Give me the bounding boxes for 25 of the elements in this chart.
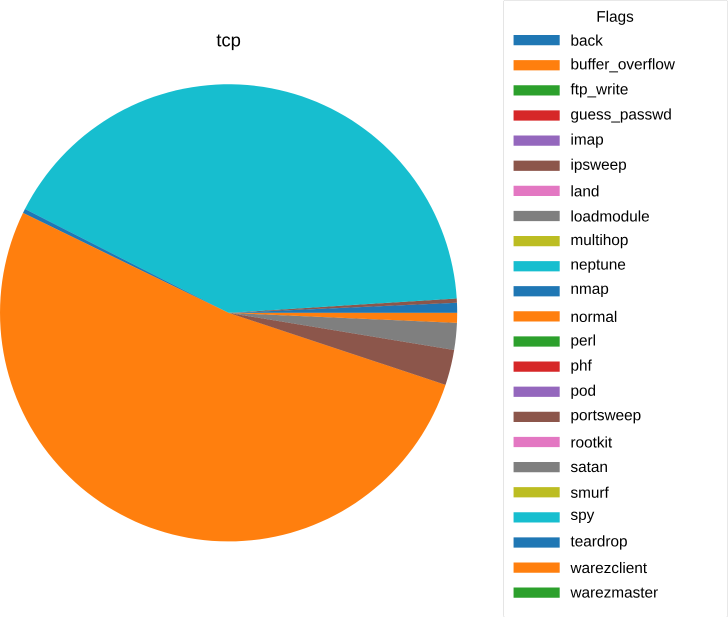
legend-label: normal — [571, 310, 616, 322]
legend-label: phf — [571, 359, 592, 374]
legend-title: Flags — [598, 10, 634, 25]
legend-label: pod — [571, 384, 596, 399]
legend-label: ipsweep — [572, 158, 626, 173]
legend-label: warezclient — [570, 562, 647, 573]
legend-label: back — [571, 34, 603, 46]
legend-label: buffer_overflow — [571, 58, 675, 72]
legend-label: neptune — [571, 259, 626, 272]
legend-label: teardrop — [570, 535, 627, 550]
legend-label: multihop — [571, 234, 628, 248]
legend-label: land — [572, 184, 598, 196]
legend-label: satan — [570, 462, 607, 472]
legend-label: ftp_write — [570, 83, 628, 98]
legend-label: spy — [570, 511, 594, 523]
legend-label: rootkit — [571, 436, 612, 448]
legend-label: smurf — [570, 486, 609, 498]
legend-label: guess_passwd — [571, 108, 671, 122]
legend-label: portsweep — [571, 410, 640, 424]
legend-label: loadmodule — [572, 210, 649, 222]
legend-label: warezmaster — [570, 587, 658, 598]
legend-label: perl — [571, 334, 595, 348]
text: tcp — [216, 34, 240, 50]
legend-label: nmap — [571, 285, 608, 297]
legend-label: imap — [572, 133, 604, 148]
